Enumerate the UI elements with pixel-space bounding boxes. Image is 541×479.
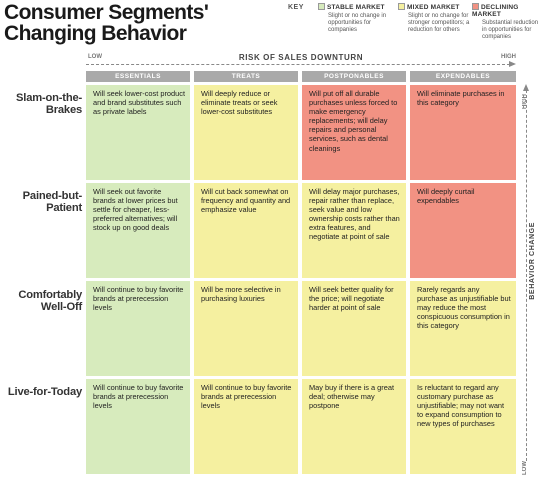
row-label-pained-but-patient: Pained-but-Patient [22, 190, 83, 214]
cell-postponables: Will put off all durable purchases unles… [302, 85, 406, 180]
legend-item-label: STABLE MARKET [327, 4, 385, 11]
legend-item-stable: STABLE MARKET Slight or no change in opp… [318, 3, 398, 34]
cell-postponables: Will delay major purchases, repair rathe… [302, 183, 406, 278]
behavior-axis-line [526, 90, 527, 461]
risk-axis-title: RISK OF SALES DOWNTURN [238, 53, 364, 62]
risk-axis-high-label: HIGH [501, 54, 516, 60]
behavior-axis-arrow-icon [523, 84, 529, 91]
matrix-grid: ESSENTIALS TREATS POSTPONABLES EXPENDABL… [86, 71, 516, 475]
cell-postponables: May buy if there is a great deal; otherw… [302, 379, 406, 474]
cell-essentials: Will seek lower-cost product and brand s… [86, 85, 190, 180]
behavior-axis-title: BEHAVIOR CHANGE [529, 222, 536, 300]
legend-swatch-declining [472, 3, 479, 10]
behavior-axis: HIGH BEHAVIOR CHANGE LOW [517, 82, 539, 475]
row-label-live-for-today: Live-for-Today [7, 386, 82, 398]
legend-item-label: MIXED MARKET [407, 4, 460, 11]
cell-treats: Will continue to buy favorite brands at … [194, 379, 298, 474]
legend-swatch-mixed [398, 3, 405, 10]
cell-treats: Will deeply reduce or eliminate treats o… [194, 85, 298, 180]
cell-essentials: Will seek out favorite brands at lower p… [86, 183, 190, 278]
cell-essentials: Will continue to buy favorite brands at … [86, 379, 190, 474]
page-title: Consumer Segments' Changing Behavior [4, 1, 209, 45]
legend-item-desc: Slight or no change for stronger competi… [408, 13, 470, 33]
legend-label: KEY [288, 4, 304, 11]
cell-postponables: Will seek better quality for the price; … [302, 281, 406, 376]
cell-expendables: Will deeply curtail expendables [410, 183, 516, 278]
cell-treats: Will cut back somewhat on frequency and … [194, 183, 298, 278]
column-header-treats: TREATS [194, 71, 298, 82]
behavior-axis-high-label: HIGH [522, 94, 528, 109]
column-header-expendables: EXPENDABLES [410, 71, 516, 82]
cell-expendables: Will eliminate purchases in this categor… [410, 85, 516, 180]
behavior-axis-low-label: LOW [522, 461, 528, 475]
legend-item-declining: DECLINING MARKET Substantial reduction i… [472, 3, 541, 41]
risk-axis-arrow-icon [509, 61, 516, 67]
legend-swatch-stable [318, 3, 325, 10]
legend-item-mixed: MIXED MARKET Slight or no change for str… [398, 3, 478, 34]
legend: KEY STABLE MARKET Slight or no change in… [288, 2, 541, 46]
column-header-essentials: ESSENTIALS [86, 71, 190, 82]
risk-axis: LOW RISK OF SALES DOWNTURN HIGH [86, 53, 516, 68]
row-label-slam-on-the-brakes: Slam-on-the-Brakes [16, 92, 82, 116]
column-header-postponables: POSTPONABLES [302, 71, 406, 82]
legend-item-desc: Slight or no change in opportunities for… [328, 13, 387, 33]
legend-item-label: DECLINING MARKET [472, 4, 519, 18]
cell-treats: Will be more selective in purchasing lux… [194, 281, 298, 376]
risk-axis-low-label: LOW [88, 54, 102, 60]
cell-expendables: Rarely regards any purchase as unjustifi… [410, 281, 516, 376]
row-label-comfortably-well-off: Comfortably Well-Off [18, 289, 82, 313]
cell-essentials: Will continue to buy favorite brands at … [86, 281, 190, 376]
cell-expendables: Is reluctant to regard any customary pur… [410, 379, 516, 474]
risk-axis-line [86, 64, 510, 65]
legend-item-desc: Substantial reduction in opportunities f… [482, 20, 539, 40]
